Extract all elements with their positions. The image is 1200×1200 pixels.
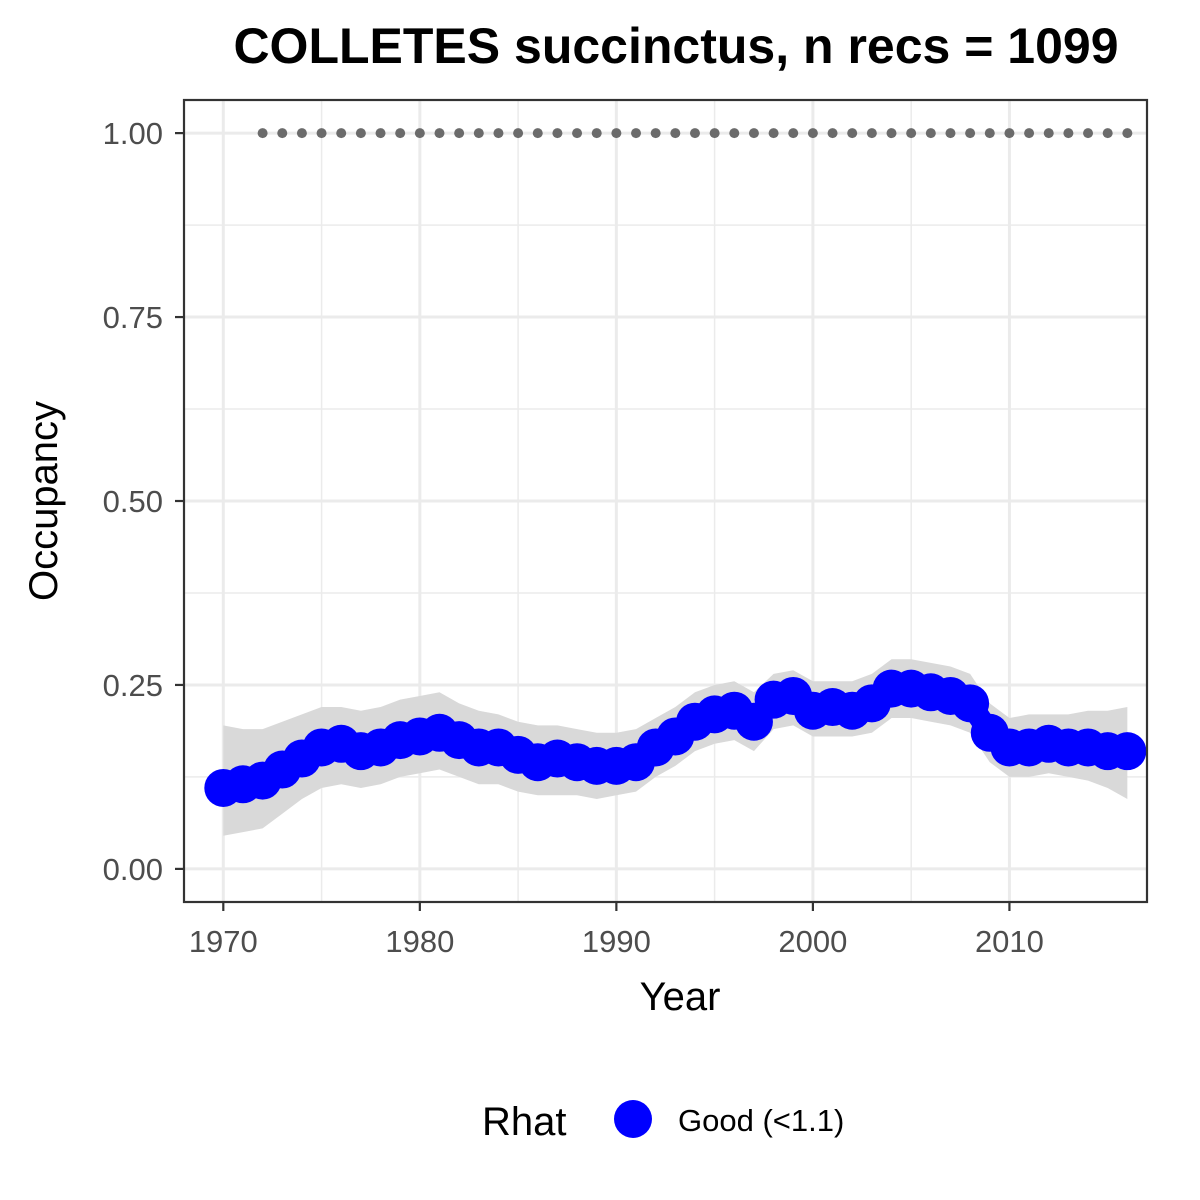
reference-dot — [316, 128, 327, 139]
x-axis-title: Year — [640, 975, 721, 1019]
reference-dot — [336, 128, 347, 139]
reference-dot — [709, 128, 720, 139]
legend: Rhat Good (<1.1) — [482, 1100, 844, 1144]
reference-dot — [925, 128, 936, 139]
reference-dot — [375, 128, 386, 139]
reference-dot — [473, 128, 484, 139]
x-tick-label: 1970 — [189, 924, 258, 959]
reference-dot — [493, 128, 504, 139]
y-tick-label: 0.00 — [103, 852, 163, 887]
reference-dot — [650, 128, 661, 139]
reference-dot — [296, 128, 307, 139]
y-axis-title: Occupancy — [22, 401, 66, 601]
reference-dot — [1024, 128, 1035, 139]
chart-title: COLLETES succinctus, n recs = 1099 — [233, 18, 1118, 74]
reference-dot — [257, 128, 268, 139]
reference-dot — [1102, 128, 1113, 139]
reference-dot — [395, 128, 406, 139]
x-tick-label: 1990 — [582, 924, 651, 959]
reference-dot — [729, 128, 740, 139]
y-tick-label: 0.50 — [103, 484, 163, 519]
legend-label-good: Good (<1.1) — [678, 1103, 844, 1138]
reference-dot — [827, 128, 838, 139]
reference-dot — [689, 128, 700, 139]
occupancy-point — [1108, 732, 1147, 771]
reference-dot — [1004, 128, 1015, 139]
reference-dot — [788, 128, 799, 139]
reference-dot — [414, 128, 425, 139]
legend-key-good — [614, 1100, 652, 1138]
reference-dot — [611, 128, 622, 139]
reference-dot — [984, 128, 995, 139]
y-axis: 0.00 0.25 0.50 0.75 1.00 — [103, 116, 184, 887]
reference-dot — [1083, 128, 1094, 139]
reference-dot — [866, 128, 877, 139]
x-axis: 1970 1980 1990 2000 2010 — [189, 902, 1044, 959]
x-tick-label: 1980 — [385, 924, 454, 959]
x-tick-label: 2000 — [778, 924, 847, 959]
reference-dot — [277, 128, 288, 139]
reference-dot — [591, 128, 602, 139]
reference-dot — [906, 128, 917, 139]
x-tick-label: 2010 — [975, 924, 1044, 959]
reference-dot — [748, 128, 759, 139]
reference-dot — [1043, 128, 1054, 139]
y-tick-label: 0.25 — [103, 668, 163, 703]
reference-dot — [847, 128, 858, 139]
reference-dot — [807, 128, 818, 139]
occupancy-point — [951, 684, 990, 723]
reference-dot — [355, 128, 366, 139]
legend-title: Rhat — [482, 1100, 567, 1144]
reference-dot — [1063, 128, 1074, 139]
y-tick-label: 1.00 — [103, 116, 163, 151]
y-tick-label: 0.75 — [103, 300, 163, 335]
plot-panel — [182, 98, 1149, 904]
reference-dot — [513, 128, 524, 139]
reference-dot — [454, 128, 465, 139]
reference-dots — [257, 128, 1133, 139]
reference-dot — [670, 128, 681, 139]
reference-dot — [552, 128, 563, 139]
reference-dot — [886, 128, 897, 139]
occupancy-series — [204, 669, 1147, 807]
reference-dot — [572, 128, 583, 139]
reference-dot — [1122, 128, 1133, 139]
reference-dot — [965, 128, 976, 139]
reference-dot — [945, 128, 956, 139]
reference-dot — [768, 128, 779, 139]
reference-dot — [532, 128, 543, 139]
reference-dot — [434, 128, 445, 139]
reference-dot — [631, 128, 642, 139]
